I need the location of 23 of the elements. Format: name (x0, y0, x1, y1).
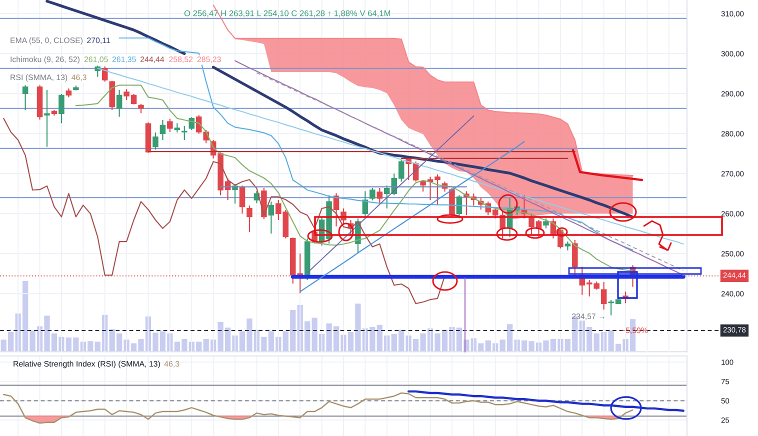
candlestick (22, 84, 28, 111)
candlestick (174, 122, 180, 133)
candlestick (152, 132, 158, 150)
candlestick (572, 239, 578, 276)
candlestick (239, 185, 246, 214)
candlestick (116, 89, 122, 118)
candlestick (370, 187, 376, 201)
line-series (300, 141, 525, 292)
candlestick (167, 118, 173, 133)
candlestick (268, 201, 274, 234)
candlestick (160, 119, 166, 141)
candlestick (44, 89, 50, 148)
candlestick (182, 125, 188, 141)
annotation: O 256,47 H 263,91 L 254,10 C 261,28 ↑ 1,88% V 64,1M (184, 10, 390, 18)
candlestick (420, 179, 426, 192)
candlestick (456, 194, 462, 219)
candlestick (138, 103, 144, 114)
candlestick (58, 93, 64, 124)
candlestick (246, 205, 252, 233)
candlestick (333, 192, 340, 227)
candlestick (600, 281, 607, 310)
candlestick (543, 218, 549, 229)
candlestick (376, 187, 383, 204)
